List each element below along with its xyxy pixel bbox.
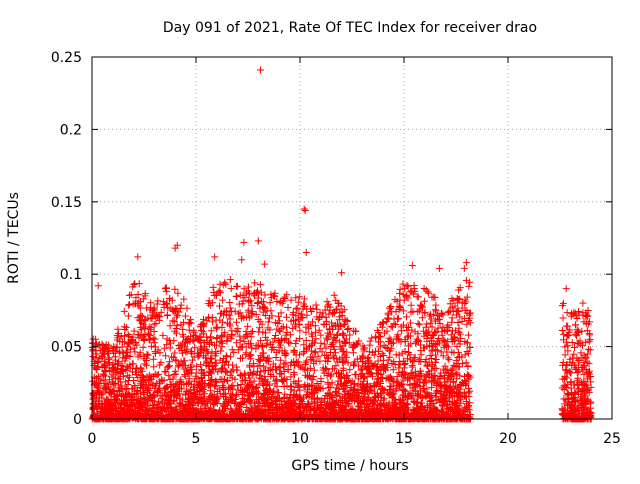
roti-scatter-chart: 051015202500.050.10.150.20.25 Day 091 of… bbox=[0, 0, 640, 480]
chart: 051015202500.050.10.150.20.25 Day 091 of… bbox=[0, 0, 640, 480]
